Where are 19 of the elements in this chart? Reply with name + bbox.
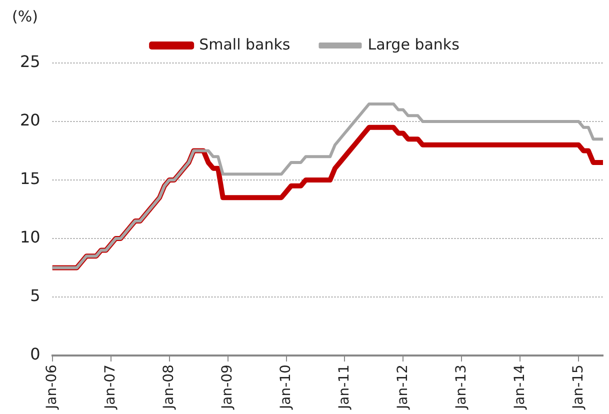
y-tick-label: 20 [20, 110, 40, 130]
x-tick-label: Jan-11 [336, 364, 352, 410]
x-tick-label: Jan-07 [102, 364, 118, 410]
x-tick-label: Jan-14 [512, 364, 528, 410]
y-tick-label: 5 [30, 286, 40, 306]
x-tick-label: Jan-13 [453, 364, 470, 410]
y-axis-title: (%) [12, 7, 38, 26]
legend-label: Small banks [199, 35, 290, 54]
y-tick-label: 10 [20, 228, 40, 247]
y-tick-label: 15 [20, 169, 40, 188]
y-tick-label: 25 [20, 52, 40, 72]
x-tick-label: Jan-08 [160, 364, 177, 410]
legend-label: Large banks [368, 35, 460, 54]
y-tick-label: 0 [30, 344, 40, 364]
x-tick-label: Jan-12 [394, 364, 411, 410]
x-tick-label: Jan-15 [570, 364, 586, 410]
x-tick-label: Jan-06 [44, 364, 60, 410]
x-tick-label: Jan-09 [219, 364, 236, 410]
x-tick-label: Jan-10 [278, 364, 294, 410]
